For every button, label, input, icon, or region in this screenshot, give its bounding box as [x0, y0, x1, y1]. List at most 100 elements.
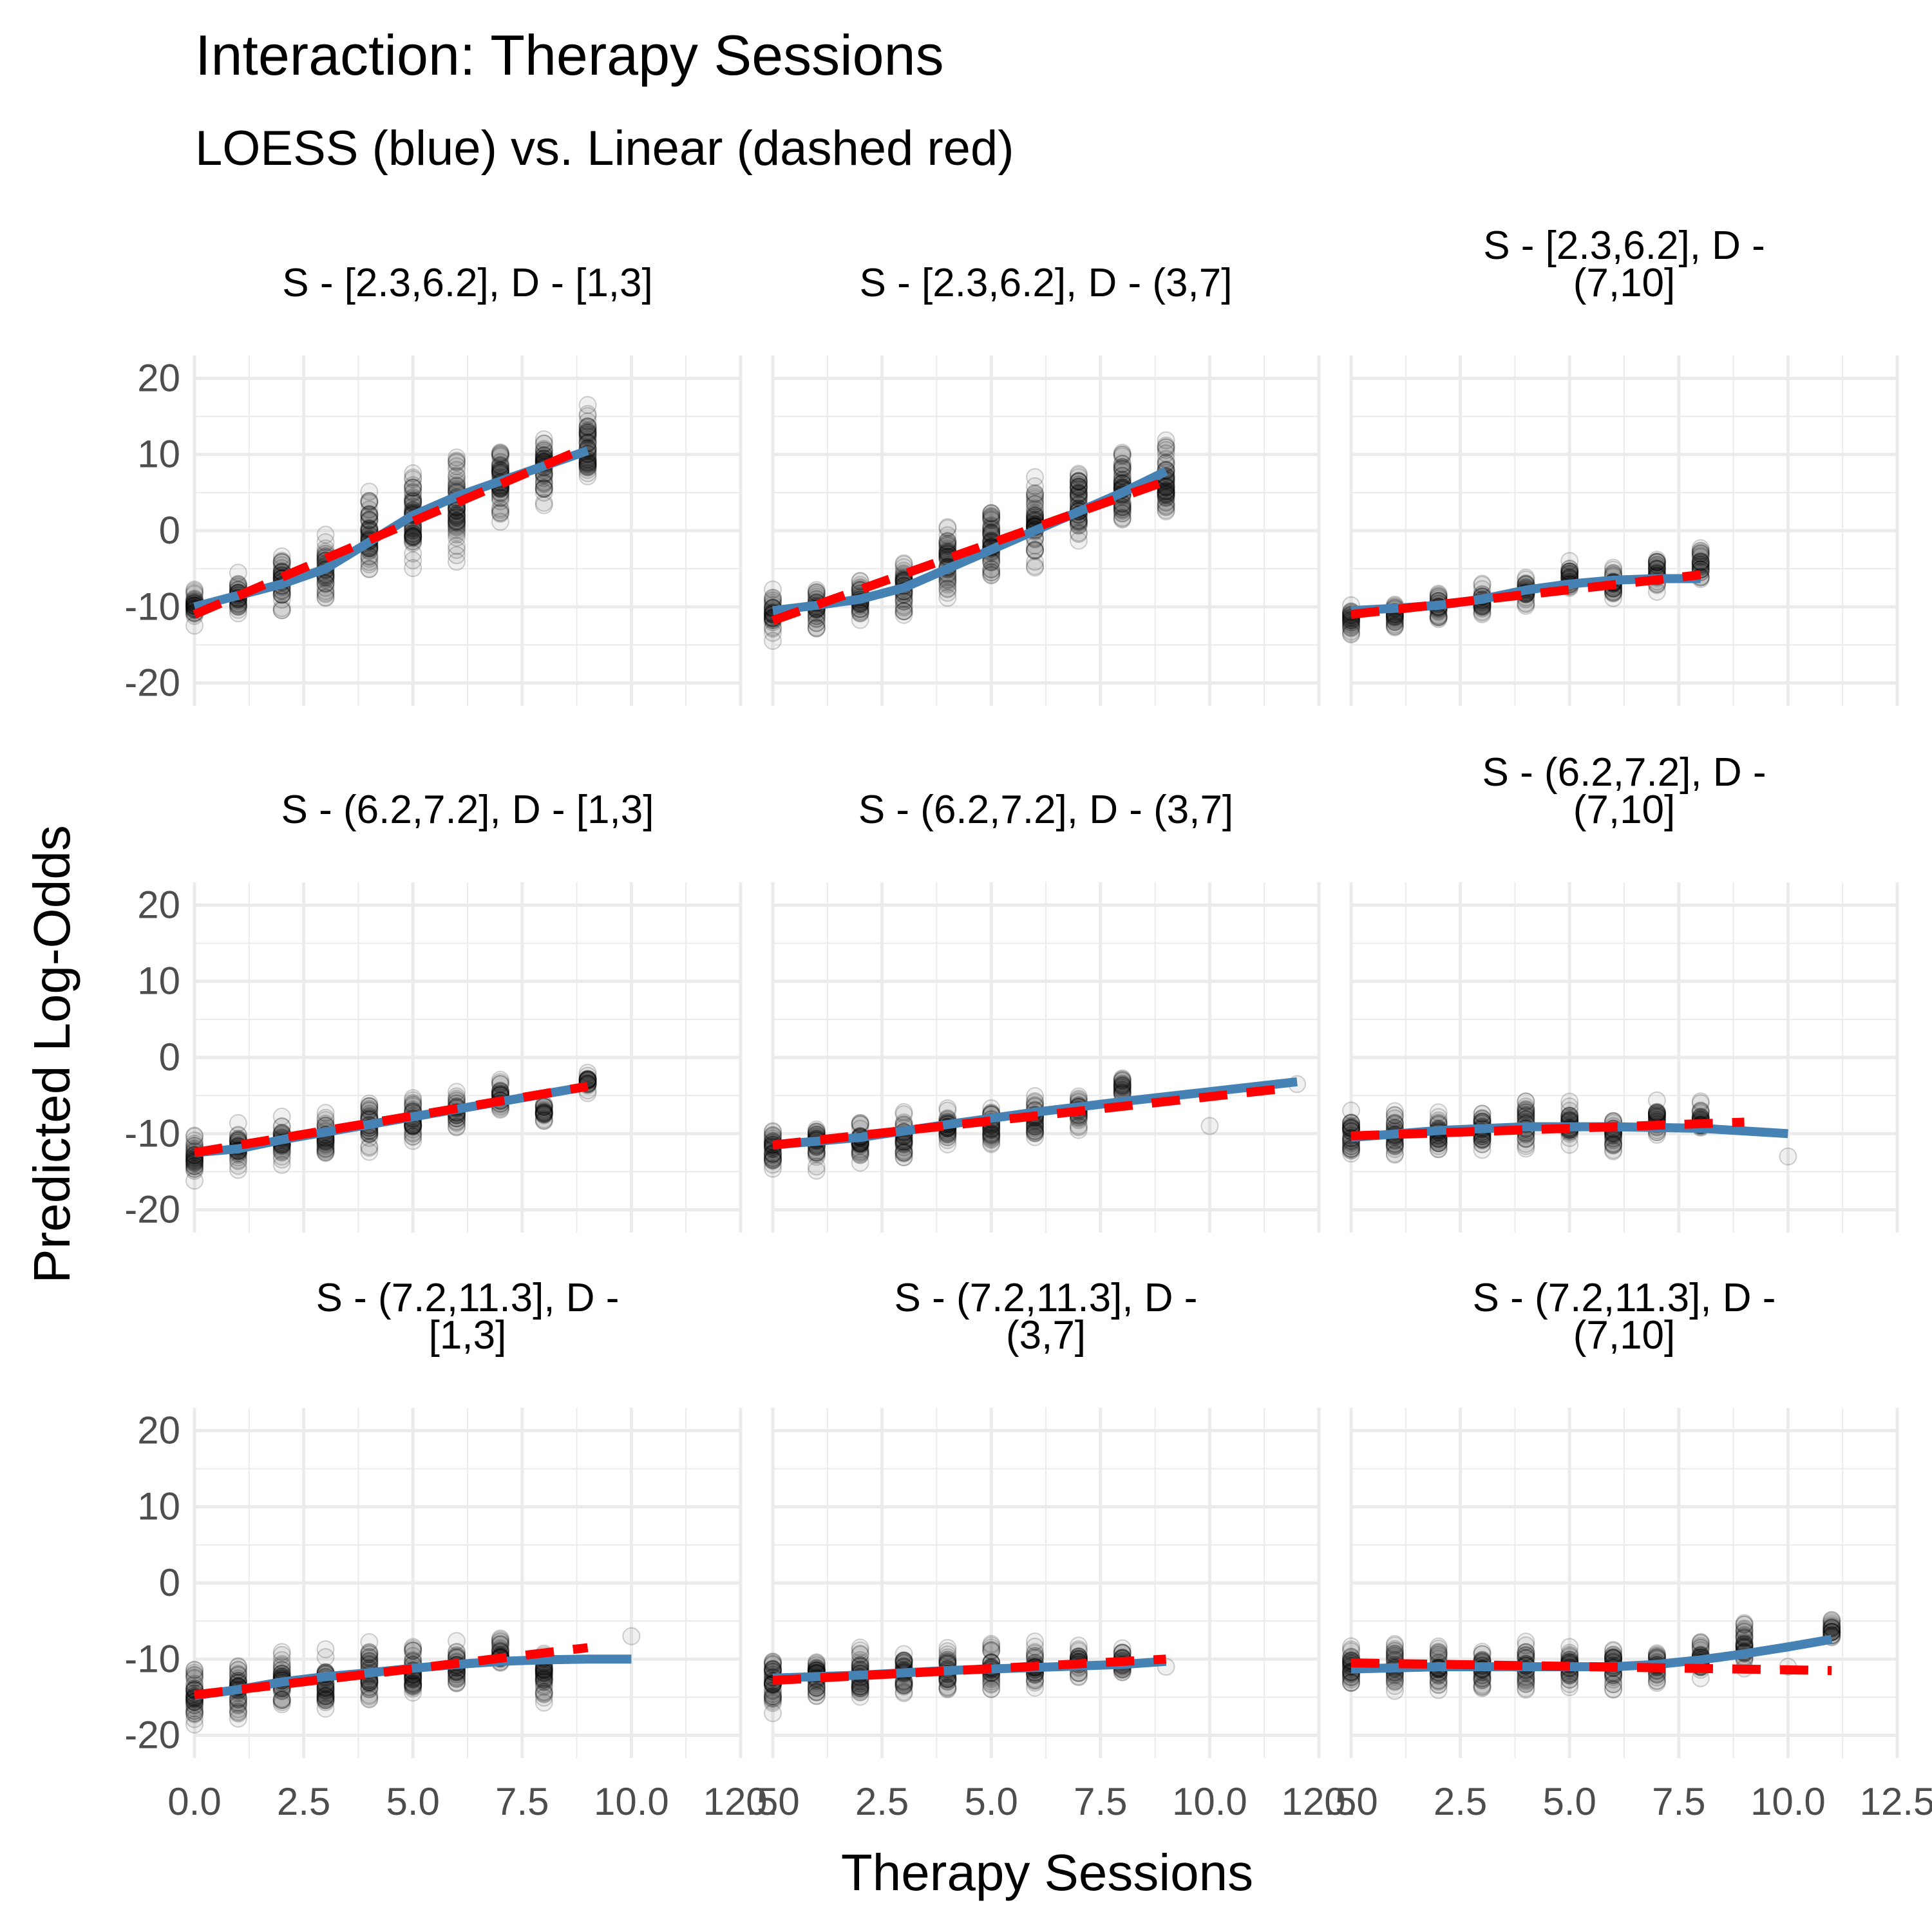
- data-point: [185, 1660, 204, 1679]
- data-point: [1342, 624, 1360, 643]
- linear-fit-line: [772, 1654, 1166, 1685]
- y-tick-label: 10: [137, 960, 180, 1003]
- data-point: [1779, 1147, 1797, 1166]
- data-point: [229, 600, 247, 619]
- data-point: [185, 582, 204, 600]
- data-point: [448, 501, 466, 520]
- data-point: [185, 1157, 204, 1175]
- data-point: [448, 553, 466, 571]
- data-point: [895, 602, 913, 621]
- data-point: [316, 578, 335, 597]
- x-tick-label: 12.5: [1860, 1780, 1932, 1823]
- data-point: [448, 468, 466, 486]
- data-point: [404, 521, 422, 540]
- data-point: [1113, 1070, 1132, 1089]
- facet-strip-label: (7,10]: [1573, 261, 1676, 305]
- data-point: [404, 491, 422, 510]
- data-point: [1691, 547, 1710, 566]
- data-point: [764, 589, 782, 607]
- facet-panel: S - (7.2,11.3], D -(7,10]0.0 2.5 5.0 7.5 10.…: [1324, 1276, 1932, 1823]
- data-point: [316, 1687, 335, 1705]
- data-point: [578, 430, 597, 449]
- data-point: [578, 395, 597, 414]
- data-point: [360, 560, 379, 578]
- data-point: [316, 533, 335, 551]
- data-point: [404, 478, 422, 497]
- data-point: [535, 441, 553, 460]
- data-point: [982, 1126, 1001, 1144]
- data-point: [535, 434, 553, 453]
- data-point: [895, 592, 913, 611]
- data-point: [316, 583, 335, 602]
- data-point: [807, 618, 826, 637]
- data-point: [851, 603, 869, 622]
- data-point: [1560, 1643, 1579, 1662]
- data-point: [448, 516, 466, 535]
- data-point: [938, 535, 957, 553]
- data-point: [360, 500, 379, 519]
- facet-panel: S - (6.2,7.2], D -(7,10]: [1342, 750, 1899, 1233]
- data-point: [404, 528, 422, 547]
- data-point: [404, 488, 422, 507]
- data-point: [1385, 1136, 1404, 1155]
- x-tick-label: 7.5: [1074, 1780, 1127, 1823]
- data-point: [851, 603, 869, 621]
- facet-strip-label: S - (6.2,7.2], D - [1,3]: [281, 788, 654, 832]
- data-point: [185, 1715, 204, 1734]
- data-point: [1026, 468, 1045, 486]
- data-point: [938, 533, 957, 551]
- y-tick-label: -20: [124, 661, 180, 705]
- data-point: [1823, 1616, 1841, 1634]
- data-point: [360, 491, 379, 510]
- data-point: [578, 433, 597, 451]
- facet-strip-label: (3,7]: [1006, 1313, 1086, 1358]
- data-point: [535, 473, 553, 491]
- data-point: [1647, 1674, 1666, 1692]
- data-point: [491, 492, 509, 511]
- data-point: [448, 504, 466, 523]
- data-point: [807, 1157, 826, 1176]
- facet-panel: S - (6.2,7.2], D - (3,7]: [764, 788, 1321, 1233]
- data-point: [895, 1645, 913, 1663]
- data-point: [491, 445, 509, 464]
- data-point: [448, 473, 466, 492]
- data-point: [578, 460, 597, 479]
- data-point: [1473, 1669, 1492, 1687]
- data-point: [938, 532, 957, 551]
- data-point: [578, 424, 597, 443]
- data-point: [448, 511, 466, 530]
- data-point: [448, 453, 466, 472]
- y-tick-label: 10: [137, 1485, 180, 1528]
- data-point: [360, 1651, 379, 1670]
- data-point: [448, 521, 466, 540]
- facet-strip-label: [1,3]: [429, 1313, 507, 1358]
- data-point: [448, 506, 466, 524]
- data-point: [448, 508, 466, 527]
- y-axis-title: Predicted Log-Odds: [23, 825, 80, 1283]
- data-point: [448, 1087, 466, 1106]
- x-tick-label: 5.0: [964, 1780, 1018, 1823]
- data-point: [807, 619, 826, 638]
- data-point: [578, 425, 597, 444]
- data-point: [851, 1677, 869, 1696]
- data-point: [316, 589, 335, 607]
- data-point: [535, 493, 553, 512]
- data-point: [807, 581, 826, 600]
- data-point: [578, 455, 597, 473]
- data-point: [1735, 1628, 1754, 1647]
- data-point: [1647, 559, 1666, 578]
- data-point: [448, 506, 466, 525]
- data-point: [982, 1641, 1001, 1660]
- data-point: [316, 585, 335, 603]
- data-point: [448, 471, 466, 489]
- y-tick-label: 0: [159, 1561, 180, 1604]
- data-point: [491, 488, 509, 507]
- data-point: [578, 423, 597, 442]
- y-tick-label: 0: [159, 1036, 180, 1079]
- data-point: [448, 502, 466, 520]
- linear-fit-line: [193, 1082, 589, 1157]
- data-point: [229, 564, 247, 582]
- data-point: [491, 503, 509, 522]
- data-point: [938, 518, 957, 536]
- data-point: [895, 592, 913, 611]
